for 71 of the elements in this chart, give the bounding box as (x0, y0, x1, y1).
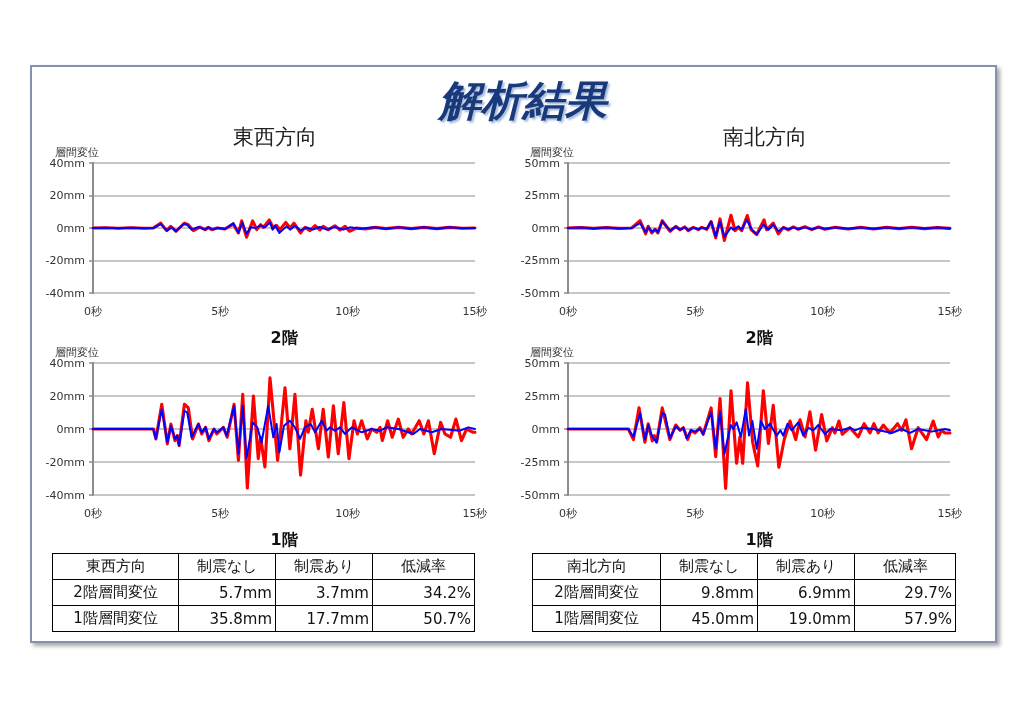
text: 東西方向 (52, 553, 179, 580)
y-tick-label: 20mm (49, 389, 85, 403)
x-tick-label: 15秒 (937, 507, 963, 520)
y-tick-label: -50mm (520, 488, 560, 502)
text: 制震なし (660, 553, 758, 580)
data-label: 19.0mm (757, 605, 855, 632)
chart-title: 東西方向 (233, 124, 317, 149)
y-tick-label: -40mm (45, 286, 85, 300)
x-axis-title: 2階 (745, 327, 774, 347)
text: 低減率 (372, 553, 475, 580)
x-axis-title: 1階 (270, 529, 299, 549)
data-label: 6.9mm (757, 579, 855, 606)
chart-title: 南北方向 (723, 124, 807, 149)
y-tick-label: -25mm (520, 254, 560, 267)
category-label: 1階層間変位 (52, 605, 179, 632)
data-label: 3.7mm (275, 579, 373, 606)
data-label: 50.7% (372, 605, 475, 632)
y-tick-label: 25mm (524, 389, 560, 403)
category-label: 2階層間変位 (52, 579, 179, 606)
data-label: 9.8mm (660, 579, 758, 606)
data-label: 29.7% (854, 579, 956, 606)
x-tick-label: 0秒 (559, 305, 577, 318)
y-tick-label: 50mm (524, 156, 560, 170)
y-tick-label: -50mm (520, 286, 560, 300)
data-label: 45.0mm (660, 605, 758, 632)
y-tick-label: 0mm (56, 221, 85, 235)
y-tick-label: 0mm (531, 422, 560, 436)
x-tick-label: 10秒 (810, 305, 836, 318)
y-tick-label: -20mm (45, 254, 85, 267)
data-label: 35.8mm (178, 605, 276, 632)
x-tick-label: 5秒 (211, 507, 230, 520)
y-tick-label: 0mm (531, 221, 560, 235)
y-tick-label: 50mm (524, 356, 560, 370)
y-axis-title: 層間変位 (55, 345, 99, 359)
y-axis-title: 層間変位 (530, 145, 574, 159)
y-tick-label: 20mm (49, 189, 85, 202)
data-label: 57.9% (854, 605, 956, 632)
y-axis-title: 層間変位 (55, 145, 99, 159)
x-tick-label: 0秒 (84, 305, 102, 318)
y-tick-label: 25mm (524, 189, 560, 202)
category-label: 1階層間変位 (532, 605, 661, 632)
category-label: 2階層間変位 (532, 579, 661, 606)
y-tick-label: 40mm (49, 356, 85, 370)
data-label: 5.7mm (178, 579, 276, 606)
text: 制震あり (275, 553, 373, 580)
y-tick-label: 0mm (56, 422, 85, 436)
y-tick-label: -25mm (520, 455, 560, 469)
x-axis-title: 1階 (745, 529, 774, 549)
text: 制震あり (757, 553, 855, 580)
text: 制震なし (178, 553, 276, 580)
x-axis-title: 2階 (270, 327, 299, 347)
x-tick-label: 0秒 (84, 507, 102, 520)
text: 南北方向 (532, 553, 661, 580)
x-tick-label: 5秒 (211, 305, 230, 318)
y-tick-label: -20mm (45, 455, 85, 469)
x-tick-label: 5秒 (686, 305, 705, 318)
x-tick-label: 5秒 (686, 507, 705, 520)
text: 低減率 (854, 553, 956, 580)
x-tick-label: 15秒 (462, 507, 488, 520)
text: 解析結果 (439, 76, 607, 126)
x-tick-label: 15秒 (462, 305, 488, 318)
x-tick-label: 15秒 (937, 305, 963, 318)
data-label: 34.2% (372, 579, 475, 606)
y-axis-title: 層間変位 (530, 345, 574, 359)
x-tick-label: 10秒 (810, 507, 836, 520)
x-tick-label: 10秒 (335, 305, 361, 318)
x-tick-label: 0秒 (559, 507, 577, 520)
y-tick-label: -40mm (45, 488, 85, 502)
y-tick-label: 40mm (49, 156, 85, 170)
data-label: 17.7mm (275, 605, 373, 632)
x-tick-label: 10秒 (335, 507, 361, 520)
